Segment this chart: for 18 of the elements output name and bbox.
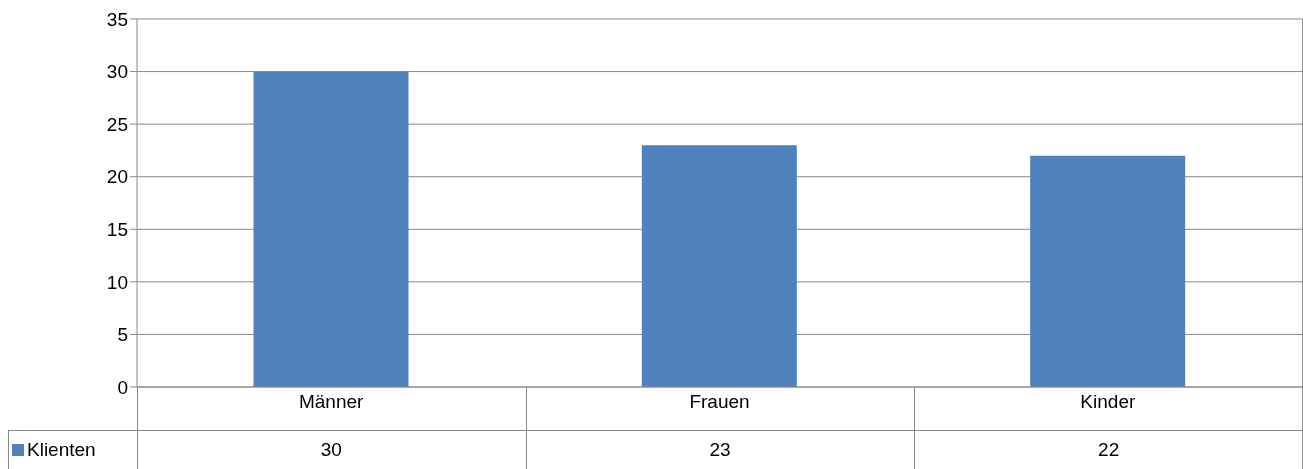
legend-label: Klienten xyxy=(27,438,96,461)
y-tick-label: 15 xyxy=(106,219,128,241)
x-tick-label: Frauen xyxy=(689,391,750,413)
y-tick-label: 20 xyxy=(106,166,128,188)
bar xyxy=(1030,155,1186,387)
y-tick-label: 5 xyxy=(117,324,128,346)
bar xyxy=(641,145,797,387)
data-label: 30 xyxy=(319,437,343,462)
y-tick-label: 25 xyxy=(106,113,128,135)
data-label: 23 xyxy=(708,437,732,462)
x-tick-label: Kinder xyxy=(1080,391,1136,413)
y-tick-label: 35 xyxy=(106,8,128,30)
x-tick-label: Männer xyxy=(298,391,365,413)
y-tick-label: 30 xyxy=(106,61,128,83)
y-tick-label: 0 xyxy=(117,376,128,398)
bar xyxy=(253,71,409,387)
data-label: 22 xyxy=(1097,437,1121,462)
y-tick-label: 10 xyxy=(106,271,128,293)
